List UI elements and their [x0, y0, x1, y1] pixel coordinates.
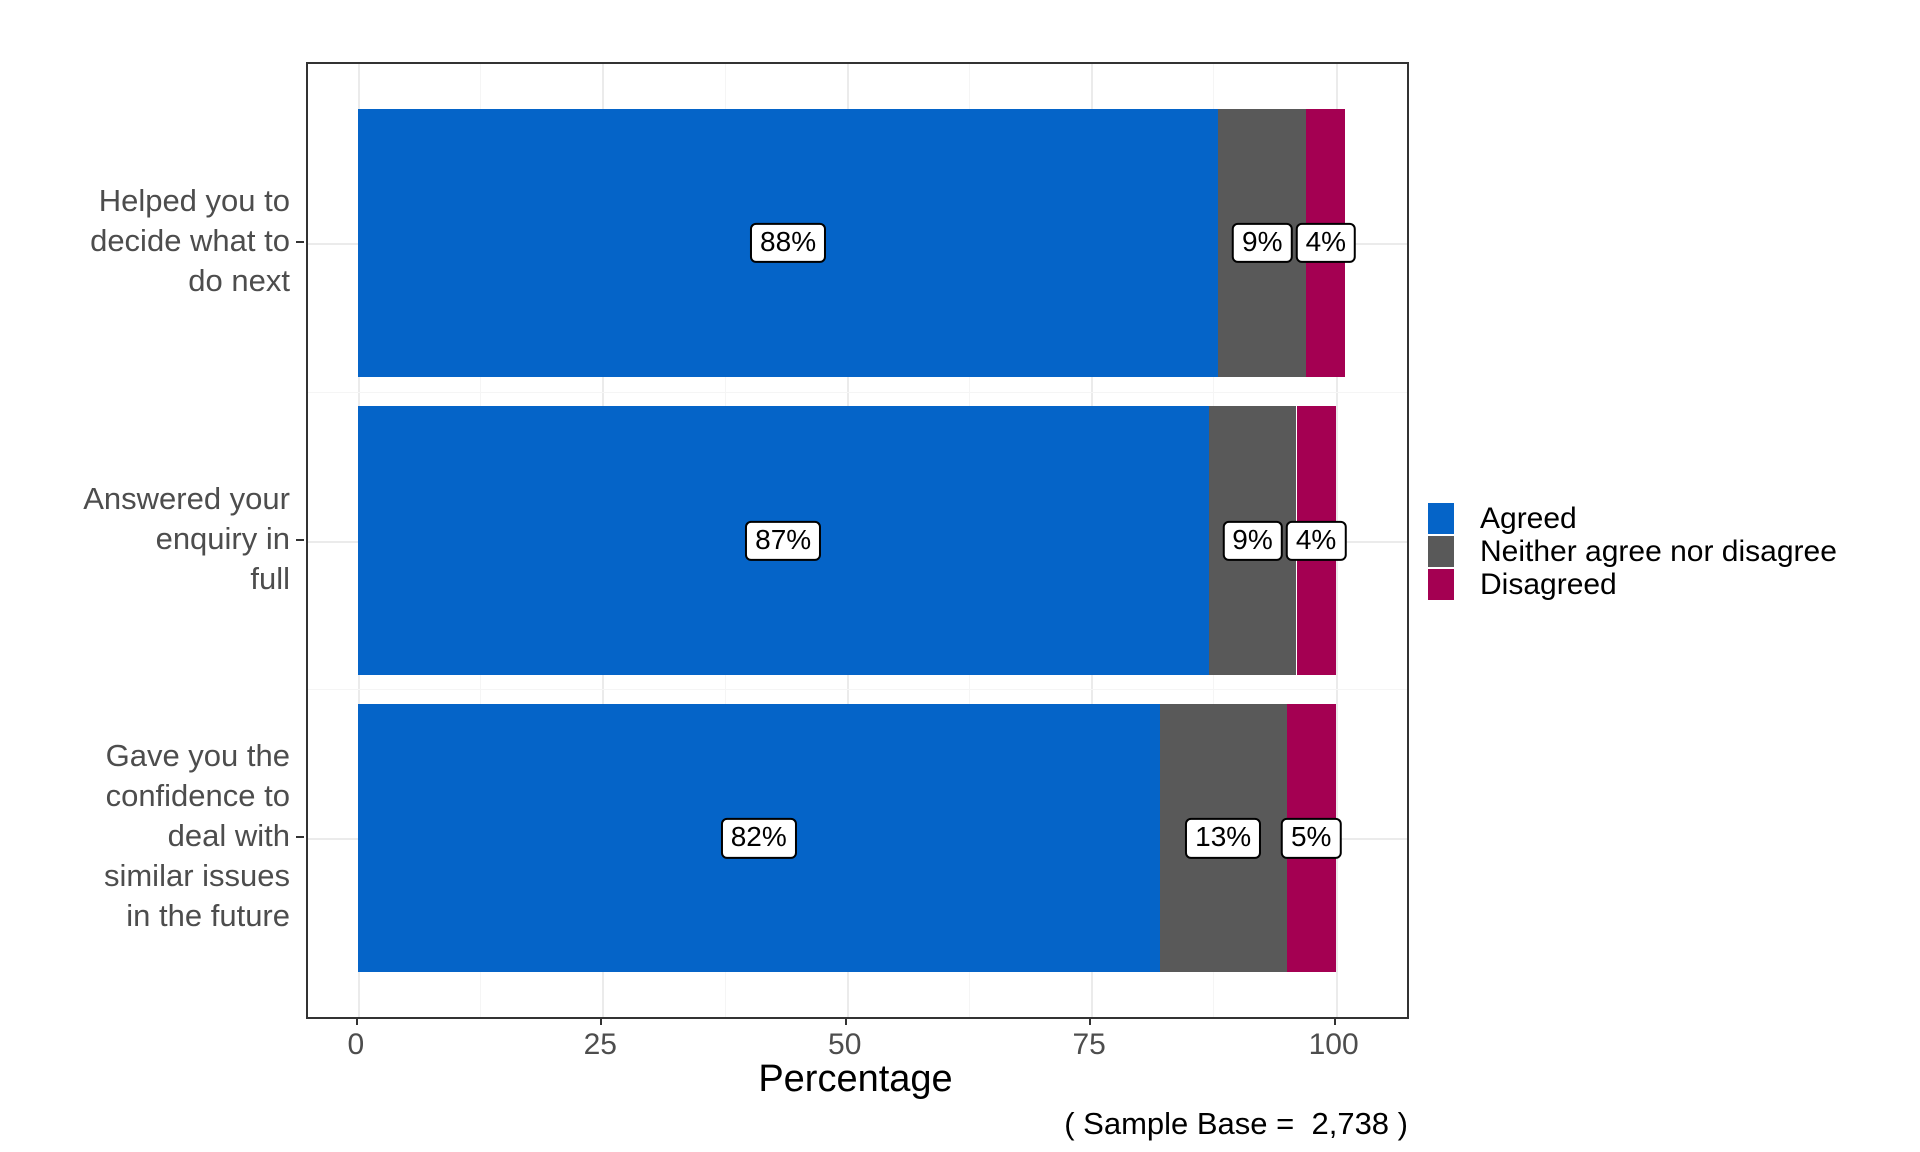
legend-label: Agreed	[1480, 502, 1577, 535]
value-label: 9%	[1232, 222, 1293, 263]
legend-swatch-agreed	[1428, 503, 1454, 534]
y-category-label: Answered your enquiry in full	[83, 480, 290, 596]
legend-label: Disagreed	[1480, 568, 1617, 601]
y-category-label: Helped you to decide what to do next	[90, 182, 290, 298]
gridline-minor-horizontal	[308, 391, 1407, 393]
x-tick-label: 75	[1072, 1028, 1106, 1061]
y-axis-tick	[296, 538, 304, 541]
x-tick-label: 100	[1308, 1028, 1359, 1061]
value-label: 82%	[720, 818, 797, 859]
legend-swatch-disagreed	[1428, 569, 1454, 600]
value-label: 88%	[750, 222, 827, 263]
legend-label: Neither agree nor disagree	[1480, 535, 1837, 568]
bar-row: 87% 9% 4%	[308, 406, 1407, 675]
y-category-label: Gave you the confidence to deal with sim…	[103, 738, 290, 934]
x-tick-label: 25	[583, 1028, 617, 1061]
legend: Agreed Neither agree nor disagree Disagree…	[1428, 502, 1837, 601]
sample-base-caption: ( Sample Base = 2,738 )	[1064, 1106, 1408, 1141]
legend-item: Agreed	[1428, 502, 1837, 535]
x-axis-tick	[355, 1017, 358, 1025]
y-axis-tick	[296, 836, 304, 839]
x-axis-tick	[1333, 1017, 1336, 1025]
x-axis-title: Percentage	[758, 1058, 953, 1100]
value-label: 13%	[1185, 818, 1262, 859]
x-axis-tick	[844, 1017, 847, 1025]
legend-swatch-neither-agree-nor-disagree	[1428, 536, 1454, 567]
bar-row: 82% 13% 5%	[308, 704, 1407, 973]
x-axis-tick	[600, 1017, 603, 1025]
legend-item: Disagreed	[1428, 568, 1837, 601]
y-axis-tick	[296, 240, 304, 243]
plot-panel: 88% 9% 4% 87% 9% 4% 82% 13% 5%	[306, 62, 1409, 1019]
value-label: 4%	[1285, 520, 1347, 561]
x-axis-tick	[1089, 1017, 1092, 1025]
legend-item: Neither agree nor disagree	[1428, 535, 1837, 568]
value-label: 87%	[745, 520, 822, 561]
gridline-minor-horizontal	[308, 689, 1407, 691]
value-label: 4%	[1295, 222, 1357, 263]
value-label: 9%	[1222, 520, 1283, 561]
x-tick-label: 50	[828, 1028, 862, 1061]
bar-row: 88% 9% 4%	[308, 108, 1407, 377]
value-label: 5%	[1280, 818, 1342, 859]
x-tick-label: 0	[347, 1028, 365, 1061]
